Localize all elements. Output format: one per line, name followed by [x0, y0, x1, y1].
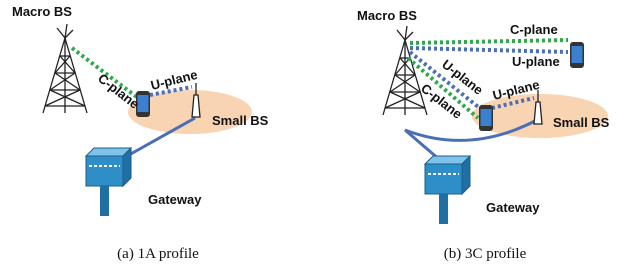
user-device	[570, 42, 584, 68]
u-plane-link	[410, 48, 568, 52]
panel-a: Macro BS C-plane U-plane Small BS Gatewa…	[12, 4, 269, 262]
macro-tower	[383, 26, 427, 115]
macro-label: Macro BS	[357, 8, 417, 23]
c-plane-link	[410, 40, 568, 43]
caption: (b) 3C profile	[444, 246, 527, 262]
gateway-label: Gateway	[486, 200, 540, 215]
small-label: Small BS	[553, 115, 610, 130]
link-label: U-plane	[512, 54, 560, 69]
small-label: Small BS	[212, 113, 269, 128]
caption: (a) 1A profile	[117, 246, 199, 262]
figure: Macro BS C-plane U-plane Small BS Gatewa…	[0, 0, 632, 271]
gateway-icon	[425, 156, 470, 224]
macro-label: Macro BS	[12, 4, 72, 19]
macro-tower	[43, 24, 87, 113]
link-label: C-plane	[95, 71, 142, 112]
link-label: C-plane	[510, 22, 558, 37]
small-bs-antenna	[192, 83, 200, 117]
gateway-label: Gateway	[148, 192, 202, 207]
panel-b: Macro BS C-plane U-plane U-plane C-plane…	[357, 8, 610, 262]
gateway-icon	[86, 148, 131, 216]
user-device	[479, 105, 493, 131]
